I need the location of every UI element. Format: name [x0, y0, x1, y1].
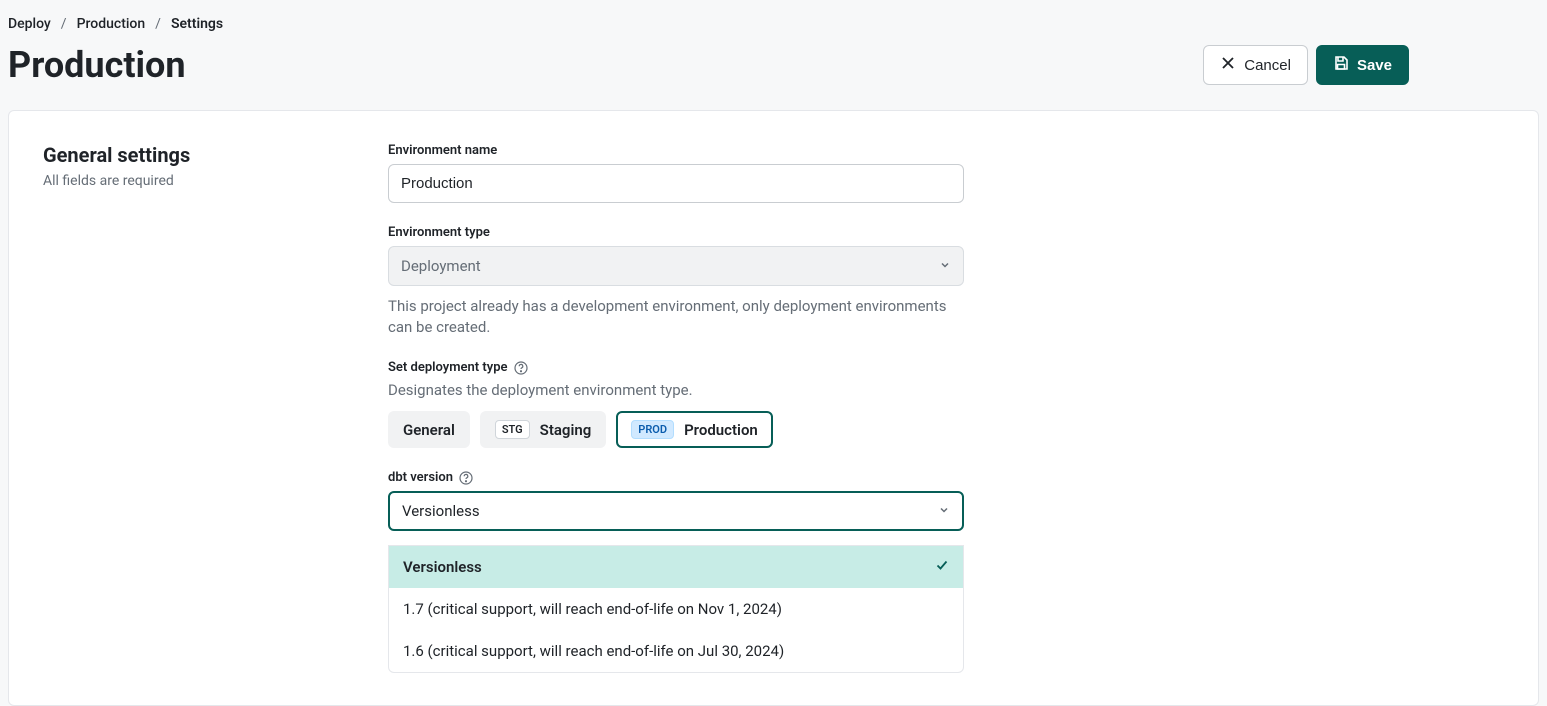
deploy-type-general[interactable]: General [388, 411, 470, 448]
deploy-type-staging-label: Staging [540, 421, 592, 439]
dbt-version-option-label: Versionless [403, 558, 482, 576]
section-subtitle: All fields are required [43, 173, 388, 189]
env-name-input[interactable] [388, 164, 964, 203]
dbt-version-option-label: 1.7 (critical support, will reach end-of… [403, 600, 782, 618]
deploy-type-label: Set deployment type [388, 360, 508, 375]
page-title: Production [8, 44, 186, 86]
breadcrumb: Deploy / Production / Settings [8, 8, 1539, 36]
close-icon [1220, 55, 1236, 75]
env-type-select[interactable]: Deployment [388, 246, 964, 286]
deploy-type-production-label: Production [684, 421, 758, 439]
breadcrumb-settings: Settings [171, 16, 223, 32]
dbt-version-option-label: 1.6 (critical support, will reach end-of… [403, 642, 784, 660]
breadcrumb-production[interactable]: Production [77, 16, 146, 32]
dbt-version-option-16[interactable]: 1.6 (critical support, will reach end-of… [389, 630, 963, 672]
env-name-label: Environment name [388, 143, 964, 158]
dbt-version-dropdown: Versionless 1.7 (critical support, will … [388, 545, 964, 673]
settings-card: General settings All fields are required… [8, 110, 1539, 706]
cancel-button-label: Cancel [1244, 57, 1291, 74]
deploy-type-desc: Designates the deployment environment ty… [388, 381, 964, 399]
breadcrumb-deploy[interactable]: Deploy [8, 16, 51, 32]
save-icon [1333, 55, 1349, 75]
cancel-button[interactable]: Cancel [1203, 45, 1308, 85]
chevron-down-icon [939, 257, 951, 275]
dbt-version-option-17[interactable]: 1.7 (critical support, will reach end-of… [389, 588, 963, 630]
check-icon [935, 558, 949, 576]
env-type-helper: This project already has a development e… [388, 296, 964, 338]
chevron-down-icon [938, 502, 950, 520]
env-type-label: Environment type [388, 225, 964, 240]
prod-badge: PROD [631, 420, 674, 439]
dbt-version-option-versionless[interactable]: Versionless [389, 546, 963, 588]
deploy-type-general-label: General [403, 421, 455, 439]
deploy-type-group: General STG Staging PROD Production [388, 411, 964, 448]
dbt-version-value: Versionless [402, 502, 480, 520]
dbt-version-select[interactable]: Versionless [388, 491, 964, 531]
breadcrumb-separator: / [61, 16, 67, 32]
deploy-type-production[interactable]: PROD Production [616, 411, 773, 448]
stg-badge: STG [495, 420, 530, 439]
dbt-version-label: dbt version [388, 470, 453, 485]
help-icon[interactable] [459, 471, 473, 485]
help-icon[interactable] [514, 361, 528, 375]
env-type-value: Deployment [401, 257, 481, 275]
breadcrumb-separator: / [155, 16, 161, 32]
save-button-label: Save [1357, 57, 1392, 74]
section-title: General settings [43, 143, 388, 167]
save-button[interactable]: Save [1316, 45, 1409, 85]
deploy-type-staging[interactable]: STG Staging [480, 411, 606, 448]
